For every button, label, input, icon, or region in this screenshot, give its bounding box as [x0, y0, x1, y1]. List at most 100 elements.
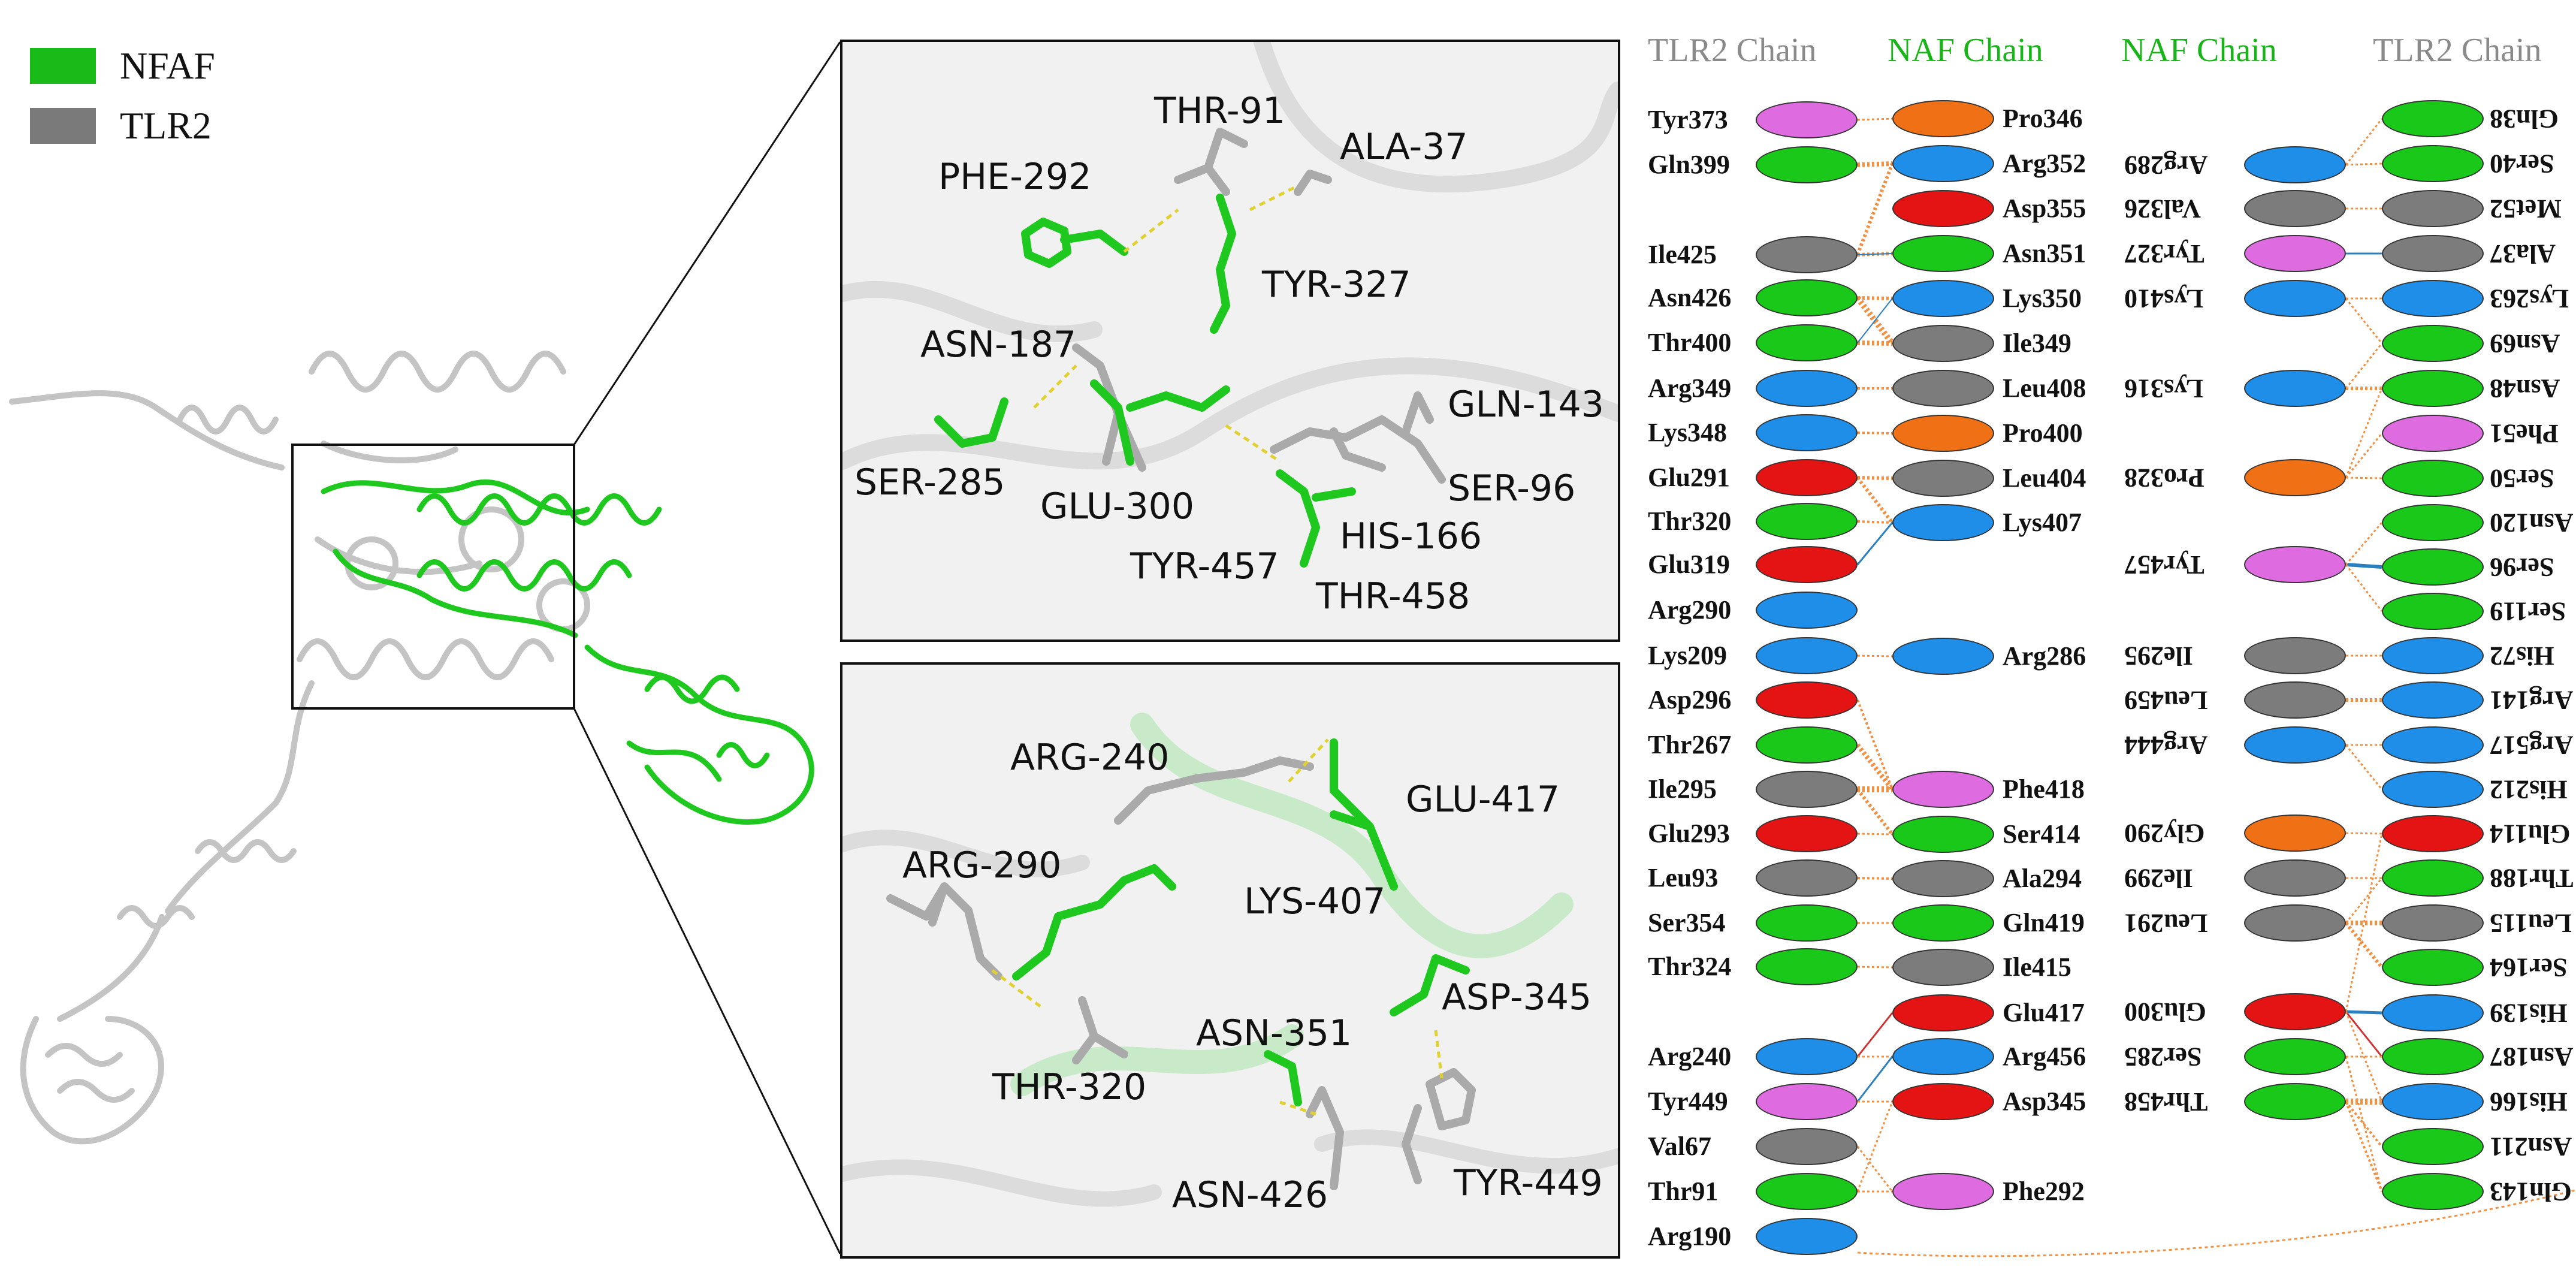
table1-node-tyr373 [1756, 101, 1858, 138]
table2-link [2344, 922, 2384, 969]
table1-residue-gln419: Gln419 [2003, 908, 2085, 937]
table1-node-leu408 [1892, 370, 1994, 407]
table1-node-val67 [1756, 1128, 1858, 1165]
table2-residue-leu459: Leu459 [2124, 686, 2208, 715]
table2-node-glu114 [2382, 815, 2484, 852]
table2-residue-ser96: Ser96 [2490, 553, 2554, 582]
residue-label-his166: HIS-166 [1340, 515, 1482, 557]
table1-node-ser414 [1892, 816, 1994, 853]
table1-node-leu404 [1892, 460, 1994, 497]
legend-swatch-tlr2 [30, 108, 96, 144]
table1-node-glu417 [1892, 994, 1994, 1031]
table2-node-ser164 [2382, 949, 2484, 986]
interaction-table-2: NAF Chain TLR2 Chain Arg289 Val326 Tyr327 L… [2115, 0, 2576, 1279]
table2-residue-ile299: Ile299 [2124, 864, 2193, 893]
table1-node-gln399 [1756, 146, 1858, 183]
table1-node-ser354 [1756, 904, 1858, 942]
residue-label-gln143: GLN-143 [1448, 384, 1604, 426]
residue-label-asn351: ASN-351 [1196, 1012, 1352, 1054]
table1-node-lys209 [1756, 637, 1858, 674]
table2-residue-glu300: Glu300 [2124, 997, 2206, 1027]
table2-link [2345, 1011, 2383, 1102]
table1-link [1857, 877, 1893, 880]
table2-node-asn48 [2382, 370, 2484, 407]
table1-link [1855, 743, 1895, 791]
table2-node-arg444 [2244, 726, 2346, 764]
table2-residue-asn48: Asn48 [2490, 374, 2560, 403]
legend-label-nfaf: NFAF [120, 44, 215, 87]
table2-residue-lys263: Lys263 [2490, 284, 2569, 313]
table1-residue-pro400: Pro400 [2003, 418, 2083, 448]
table2-node-asn120 [2382, 504, 2484, 541]
table1-link [1856, 699, 1894, 790]
table2-link [2345, 1100, 2383, 1148]
table1-node-lys348 [1756, 414, 1858, 451]
residue-label-tyr449: TYR-449 [1454, 1162, 1603, 1204]
table1-node-arg349 [1756, 370, 1858, 407]
table1-residue-arg190: Arg190 [1648, 1221, 1732, 1251]
table2-link [2345, 162, 2382, 166]
table1-node-thr91 [1756, 1173, 1858, 1210]
table2-residue-arg289: Arg289 [2124, 150, 2208, 180]
top-panel-sticks [842, 42, 1618, 568]
table2-node-asn211 [2382, 1128, 2484, 1165]
table2-residue-ser285: Ser285 [2124, 1042, 2202, 1072]
table2-link [2345, 433, 2383, 478]
table1-node-arg352 [1892, 145, 1994, 182]
table2-link [2345, 563, 2382, 569]
table2-node-his72 [2382, 637, 2484, 674]
table1-node-phe418 [1892, 771, 1994, 808]
residue-label-tyr457: TYR-457 [1130, 545, 1279, 587]
table1-node-pro346 [1892, 100, 1994, 137]
table2-residue-ala37: Ala37 [2490, 239, 2556, 269]
table1-residue-asn351: Asn351 [2003, 239, 2086, 268]
table2-residue-val326: Val326 [2124, 194, 2201, 224]
table1-node-ile349 [1892, 325, 1994, 362]
table1-residue-asn426: Asn426 [1648, 283, 1732, 312]
table2-node-leu459 [2244, 681, 2346, 719]
table2-node-gln38 [2382, 100, 2484, 137]
table2-node-val326 [2244, 190, 2346, 227]
residue-label-asn426: ASN-426 [1172, 1174, 1328, 1216]
table1-residue-arg349: Arg349 [1648, 373, 1732, 403]
table1-link [1856, 1056, 1894, 1102]
residue-label-tyr327: TYR-327 [1262, 264, 1411, 306]
bottom-panel-sticks [842, 713, 1618, 1207]
table2-residue-ser40: Ser40 [2490, 149, 2554, 179]
table1-node-arg240 [1756, 1038, 1858, 1075]
table1-node-arg456 [1892, 1038, 1994, 1075]
table1-residue-ser414: Ser414 [2003, 819, 2080, 849]
table2-link [2345, 118, 2383, 165]
legend: NFAF TLR2 [30, 36, 215, 156]
table1-residue-lys350: Lys350 [2003, 283, 2082, 313]
table1-residue-pro346: Pro346 [2003, 104, 2083, 133]
table2-node-his166 [2382, 1083, 2484, 1120]
legend-label-tlr2: TLR2 [120, 104, 212, 147]
table1-residue-val67: Val67 [1648, 1132, 1711, 1161]
table1-residue-ala294: Ala294 [2003, 864, 2082, 893]
table1-node-arg190 [1756, 1218, 1858, 1255]
table1-residue-arg240: Arg240 [1648, 1042, 1732, 1071]
table2-node-ser50 [2382, 460, 2484, 497]
residue-label-lys407: LYS-407 [1244, 880, 1386, 922]
table1-residue-glu291: Glu291 [1648, 463, 1730, 492]
table1-node-arg290 [1756, 592, 1858, 629]
table1-link [1856, 1012, 1894, 1057]
residue-label-arg290: ARG-290 [902, 844, 1062, 886]
table1-residue-asp345: Asp345 [2003, 1087, 2086, 1116]
residue-label-thr91: THR-91 [1154, 90, 1286, 132]
table1-long-link [1857, 1188, 2576, 1257]
table2-residue-lys410: Lys410 [2124, 284, 2204, 313]
table1-node-glu319 [1756, 546, 1858, 583]
table1-link [1857, 253, 1893, 255]
table1-residue-tyr449: Tyr449 [1648, 1087, 1728, 1116]
table2-residue-his212: His212 [2490, 775, 2568, 804]
table2-link [2345, 564, 2383, 612]
table1-residue-glu293: Glu293 [1648, 819, 1730, 848]
table1-residue-ile415: Ile415 [2003, 952, 2071, 982]
table1-residue-thr400: Thr400 [1648, 328, 1732, 357]
table2-node-phe51 [2382, 415, 2484, 452]
table2-node-ser40 [2382, 145, 2484, 182]
residue-label-ser285: SER-285 [854, 461, 1005, 503]
table1-node-phe292 [1892, 1173, 1994, 1210]
